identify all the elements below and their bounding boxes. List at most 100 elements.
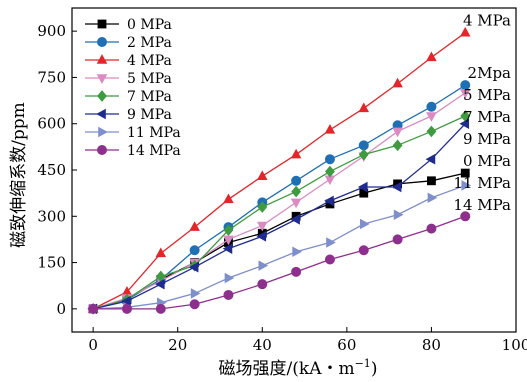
data-point [324, 254, 335, 265]
data-point [155, 303, 166, 314]
data-point [392, 234, 403, 245]
x-axis: 0 20 40 60 80 100 [88, 327, 527, 354]
data-point [189, 221, 200, 231]
legend-item: 14 MPa [85, 143, 181, 159]
series-line [93, 184, 466, 310]
legend-label: 14 MPa [127, 143, 181, 159]
data-point [190, 288, 201, 299]
data-point [98, 126, 108, 138]
data-point [426, 223, 437, 234]
data-point [461, 180, 472, 191]
end-label: 5 MPa [463, 86, 511, 104]
series-7-mpa [88, 110, 471, 315]
data-point [154, 278, 165, 290]
data-point [97, 19, 107, 29]
end-label: 7 MPa [463, 108, 511, 126]
end-label: 2Mpa [468, 64, 512, 82]
x-axis-title: 磁场强度/(kA・m−1) [219, 357, 378, 379]
data-point [97, 37, 108, 48]
x-tick-label: 20 [168, 336, 187, 354]
end-label: 4 MPa [463, 12, 511, 30]
series-line [92, 32, 466, 310]
data-point [258, 260, 269, 271]
legend-label: 11 MPa [127, 125, 181, 141]
data-point [460, 168, 470, 178]
data-point [325, 165, 335, 178]
y-tick-label: 750 [37, 68, 66, 86]
data-point [222, 243, 233, 254]
x-tick-label: 0 [88, 336, 98, 354]
data-point [358, 102, 370, 113]
data-point [425, 153, 436, 165]
data-point [427, 176, 436, 186]
data-point [290, 198, 302, 209]
data-point [291, 185, 302, 198]
data-point [257, 279, 268, 290]
data-point [257, 170, 268, 180]
legend-item: 4 MPa [85, 53, 172, 69]
data-point [96, 74, 108, 84]
data-point [223, 289, 234, 300]
legend-item: 0 MPa [85, 17, 172, 33]
series-line [92, 92, 466, 310]
data-point [427, 192, 438, 204]
data-point [257, 221, 268, 232]
legend-label: 4 MPa [127, 53, 172, 69]
series-layer [87, 26, 472, 315]
data-point [324, 124, 336, 134]
data-point [97, 90, 107, 102]
data-point [392, 77, 403, 88]
data-point [324, 154, 335, 165]
end-label: 14 MPa [453, 196, 511, 214]
legend-item: 9 MPa [85, 107, 172, 123]
data-point [459, 26, 471, 37]
end-label: 11 MPa [453, 174, 511, 192]
data-point [358, 245, 369, 256]
series-line [93, 215, 466, 310]
data-point [96, 54, 108, 64]
end-label: 0 MPa [463, 152, 511, 170]
series-line [92, 115, 466, 310]
series-5-mpa [87, 89, 471, 315]
data-point [291, 266, 302, 277]
y-tick-label: 600 [37, 115, 66, 133]
legend-item: 11 MPa [85, 125, 181, 141]
legend-item: 2 MPa [85, 35, 172, 51]
data-point [121, 295, 131, 307]
data-point [290, 148, 302, 159]
data-point [189, 299, 200, 310]
y-tick-label: 450 [37, 161, 66, 179]
data-point [290, 214, 300, 225]
data-point [257, 201, 268, 213]
series-9-mpa [87, 118, 470, 315]
data-point [188, 261, 199, 273]
data-point [223, 224, 234, 236]
data-point [155, 247, 167, 258]
legend-label: 5 MPa [127, 71, 172, 87]
end-label: 9 MPa [463, 130, 511, 148]
legend-label: 2 MPa [127, 35, 172, 51]
data-point [121, 303, 132, 314]
data-point [426, 125, 437, 138]
x-tick-label: 40 [253, 336, 272, 354]
data-point [292, 246, 302, 258]
data-point [357, 181, 368, 193]
series-line [92, 123, 466, 310]
x-tick-label: 60 [337, 336, 356, 354]
series-line [92, 172, 466, 310]
legend: 0 MPa 2 MPa 4 MPa 5 MPa 7 MPa 9 MPa 11 MPa 14 M… [85, 17, 181, 159]
x-tick-label: 80 [422, 336, 441, 354]
data-point [426, 112, 437, 122]
data-point [459, 89, 471, 99]
data-point [459, 118, 470, 129]
data-point [460, 211, 471, 222]
data-point [88, 303, 99, 314]
data-point [426, 101, 437, 112]
data-point [358, 140, 369, 151]
legend-item: 5 MPa [85, 71, 172, 87]
data-point [392, 139, 403, 152]
legend-label: 9 MPa [127, 107, 172, 123]
data-point [96, 108, 106, 120]
y-tick-label: 900 [37, 22, 66, 40]
